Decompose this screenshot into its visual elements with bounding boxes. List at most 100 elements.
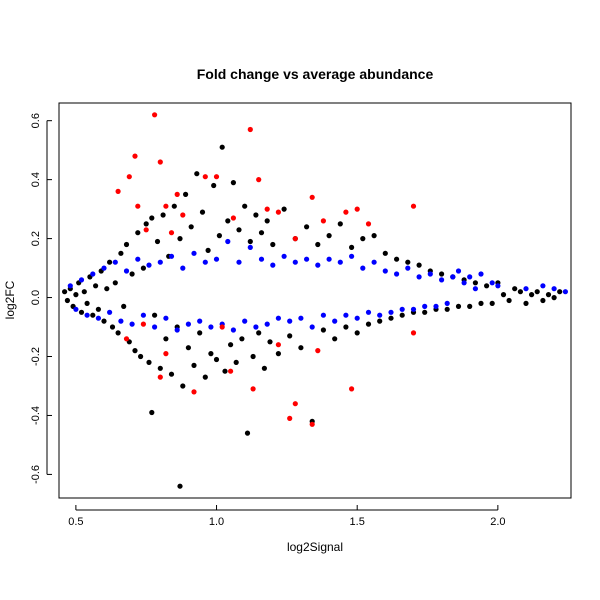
data-point	[191, 389, 197, 395]
data-point	[450, 274, 456, 280]
data-point	[143, 221, 149, 227]
x-tick-label: 1.5	[350, 516, 365, 528]
data-point	[354, 206, 360, 212]
data-point	[213, 174, 220, 180]
data-point	[163, 315, 169, 321]
data-point	[287, 333, 293, 339]
data-point	[298, 345, 304, 351]
data-point	[309, 194, 315, 200]
data-point	[247, 238, 253, 245]
data-point	[551, 295, 557, 301]
data-point	[140, 312, 146, 318]
data-point	[152, 112, 158, 118]
data-point	[185, 345, 191, 351]
x-axis-label: log2Signal	[287, 540, 343, 554]
data-point	[107, 259, 113, 265]
data-point	[247, 126, 253, 133]
y-axis-label: log2FC	[3, 280, 17, 319]
data-point	[157, 159, 163, 165]
data-point	[377, 318, 383, 324]
x-axis: 0.5 1.0 1.5 2.0	[68, 505, 506, 528]
data-point	[275, 351, 281, 357]
data-point	[194, 171, 200, 177]
data-point	[382, 250, 388, 256]
data-point	[292, 259, 298, 265]
data-point	[264, 206, 270, 212]
data-point	[199, 209, 206, 215]
x-tick-label: 0.5	[68, 516, 83, 528]
data-point	[371, 233, 377, 239]
data-point	[365, 321, 372, 327]
data-point	[191, 362, 197, 368]
data-point	[225, 218, 231, 224]
data-point	[422, 309, 428, 315]
data-point	[177, 236, 183, 242]
data-point	[205, 247, 211, 253]
data-point	[135, 230, 141, 236]
data-point	[405, 259, 411, 265]
data-point	[146, 262, 152, 268]
data-point	[253, 324, 259, 330]
data-point	[500, 292, 507, 298]
data-point	[439, 271, 445, 277]
data-point	[152, 324, 158, 330]
data-point	[163, 351, 169, 357]
data-point	[287, 318, 293, 324]
data-point	[275, 209, 281, 215]
data-point	[292, 401, 298, 407]
data-point	[261, 365, 267, 371]
x-tick-label: 2.0	[490, 516, 505, 528]
data-point	[349, 386, 355, 392]
data-point	[444, 306, 450, 312]
data-point	[138, 353, 144, 360]
data-point	[129, 321, 135, 327]
data-point	[228, 368, 234, 374]
data-point	[275, 315, 281, 321]
data-point	[132, 348, 138, 354]
data-point	[529, 292, 535, 298]
data-point	[115, 330, 121, 336]
data-point	[253, 212, 259, 218]
data-point	[157, 365, 163, 371]
data-point	[472, 280, 478, 286]
data-point	[270, 262, 276, 268]
data-point	[213, 256, 220, 262]
data-point	[304, 256, 310, 262]
data-point	[337, 259, 343, 265]
data-point	[157, 259, 163, 265]
points-layer	[62, 112, 569, 489]
data-point	[320, 327, 326, 333]
data-point	[78, 309, 85, 315]
data-point	[168, 253, 175, 259]
data-point	[242, 203, 248, 209]
data-point	[360, 236, 366, 242]
data-point	[256, 177, 262, 183]
data-point	[149, 215, 155, 221]
data-point	[93, 283, 99, 289]
data-point	[250, 353, 256, 360]
y-tick-label: 0.6	[30, 113, 42, 128]
data-point	[118, 318, 124, 324]
data-point	[545, 292, 552, 298]
data-point	[152, 312, 158, 318]
data-point	[523, 300, 529, 306]
data-point	[281, 206, 287, 212]
data-point	[73, 306, 79, 312]
data-point	[534, 289, 540, 295]
data-point	[382, 268, 388, 274]
data-point	[211, 182, 217, 189]
chart-title: Fold change vs average abundance	[197, 66, 434, 82]
data-point	[180, 265, 186, 271]
data-point	[292, 236, 298, 242]
x-tick-label: 1.0	[209, 516, 224, 528]
data-point	[95, 306, 101, 312]
data-point	[219, 144, 225, 150]
data-point	[250, 386, 256, 392]
data-point	[242, 318, 248, 324]
data-point	[115, 188, 121, 194]
data-point	[467, 303, 473, 309]
data-point	[90, 312, 96, 318]
data-point	[202, 259, 208, 265]
data-point	[180, 383, 186, 389]
